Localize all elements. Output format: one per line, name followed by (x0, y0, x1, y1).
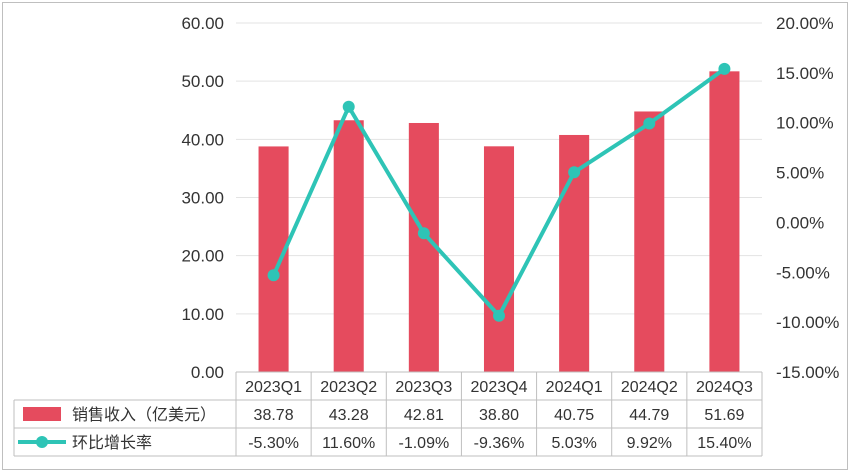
bar (258, 146, 289, 372)
legend-label: 环比增长率 (72, 434, 152, 452)
y-right-tick-label: 15.00% (776, 64, 834, 83)
data-label: 38.80 (479, 407, 519, 424)
y-right-tick-label: 5.00% (776, 164, 824, 183)
bar (634, 111, 665, 372)
data-label: -1.09% (399, 435, 450, 452)
line-point (568, 166, 581, 179)
line-point (342, 100, 355, 113)
category-label: 2023Q4 (471, 379, 528, 396)
y-right-tick-label: -15.00% (776, 363, 839, 382)
legend-swatch-bar (23, 407, 61, 421)
line-point (417, 227, 430, 240)
data-label: 43.28 (329, 407, 369, 424)
data-label: 44.79 (629, 407, 669, 424)
bar (333, 120, 364, 372)
y-right-tick-label: 20.00% (776, 14, 834, 33)
y-left-tick-label: 30.00 (181, 189, 224, 208)
line-point (493, 309, 505, 322)
data-label: 5.03% (551, 435, 596, 452)
category-label: 2023Q2 (320, 379, 377, 396)
y-right-tick-label: 0.00% (776, 213, 824, 232)
y-left-tick-label: 20.00 (181, 247, 224, 266)
line-point (267, 269, 280, 282)
bar (709, 71, 740, 373)
y-right-tick-label: -5.00% (776, 263, 830, 282)
category-label: 2024Q2 (621, 379, 678, 396)
data-label: -5.30% (248, 435, 299, 452)
y-right-tick-label: -10.00% (776, 313, 839, 332)
data-label: 51.69 (704, 407, 744, 424)
bar (408, 122, 439, 373)
data-label: 11.60% (322, 435, 375, 452)
legend-swatch-marker (36, 436, 48, 448)
legend-label: 销售收入（亿美元） (72, 406, 216, 424)
y-left-tick-label: 0.00 (191, 363, 224, 382)
data-label: 42.81 (404, 407, 444, 424)
y-left-tick-label: 60.00 (181, 14, 224, 33)
category-label: 2023Q3 (395, 379, 452, 396)
y-right-tick-label: 10.00% (776, 114, 834, 133)
y-left-tick-label: 10.00 (181, 305, 224, 324)
data-label: 40.75 (554, 407, 594, 424)
category-label: 2024Q1 (546, 379, 603, 396)
bar (483, 146, 515, 372)
category-label: 2023Q1 (245, 379, 302, 396)
data-label: 15.40% (697, 435, 751, 452)
category-label: 2024Q3 (696, 379, 753, 396)
line-point (643, 117, 656, 130)
y-left-tick-label: 50.00 (181, 72, 224, 91)
data-label: -9.36% (474, 435, 525, 452)
line-point (718, 62, 731, 75)
y-left-tick-label: 40.00 (181, 130, 224, 149)
data-label: 9.92% (627, 435, 672, 452)
data-label: 38.78 (254, 407, 294, 424)
